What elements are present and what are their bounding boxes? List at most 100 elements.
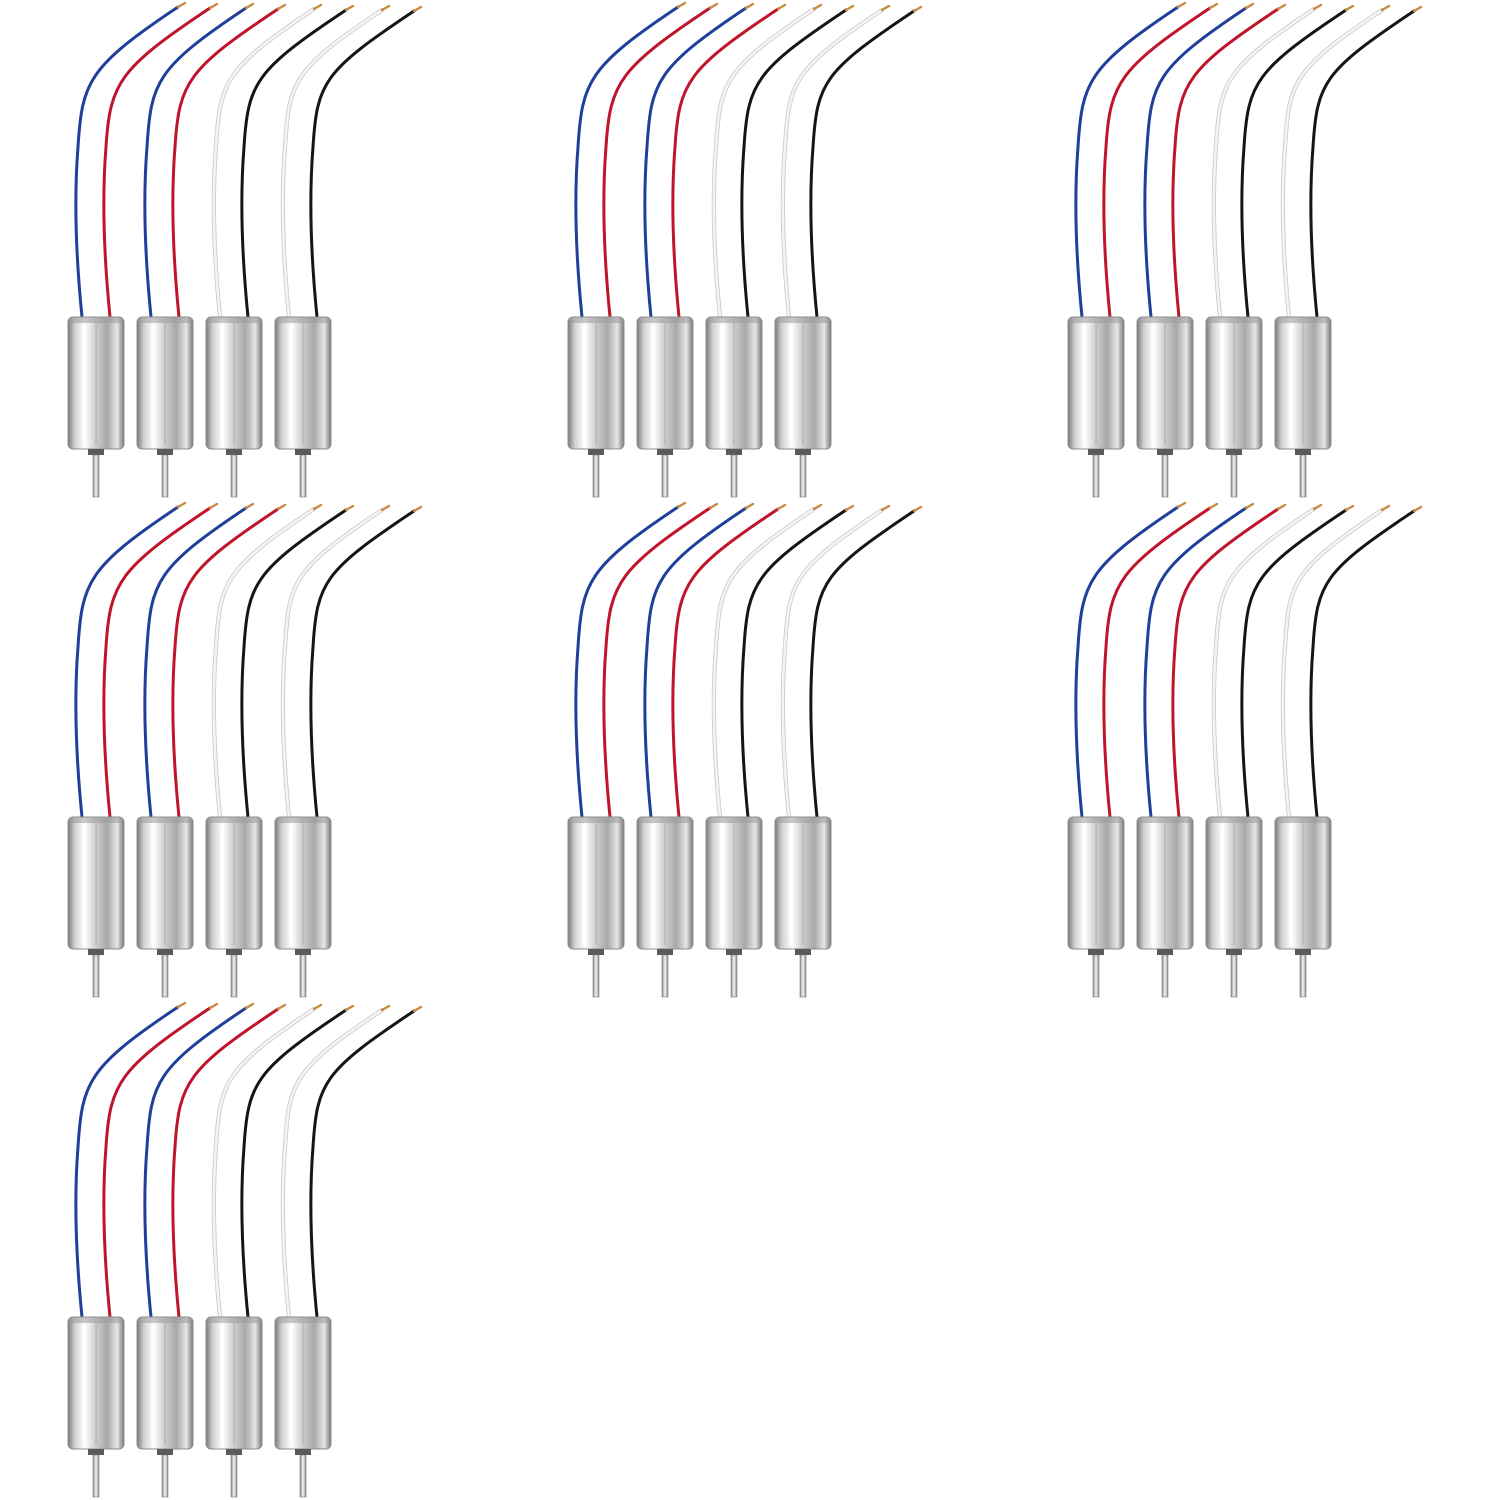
motor-highlight [720,325,724,443]
motor-rim [638,317,692,323]
motor-rim [138,817,192,823]
wire-outline [211,1006,317,1320]
wire-tip [312,3,323,11]
coreless-motor [205,3,355,498]
black-wire [1309,9,1416,319]
wire-tip [1344,504,1355,512]
wire-tip [312,1003,323,1011]
wire-tip [244,2,255,10]
red-wire [1102,506,1212,819]
motor-rim [638,817,692,823]
motor-shaft [1092,954,1100,998]
wire-tip [776,503,787,511]
wire-tip [912,505,923,513]
motor-shaft [1299,954,1307,998]
red-wire [102,6,212,319]
motor-rim [276,817,330,823]
motor-rim [1207,817,1261,823]
blue-wire [643,6,748,319]
motor-shaft [230,954,238,998]
motor-highlight [289,1325,293,1443]
coreless-motor [567,1,719,498]
motor-bearing [226,949,242,955]
wire-tip [912,5,923,13]
wire-tip [412,505,423,513]
wire-tip [1380,504,1391,512]
motor-highlight [1220,325,1224,443]
motor-shaft [799,454,807,498]
red-wire [1171,507,1280,819]
wire-tip [1412,5,1423,13]
motor-highlight [220,825,224,943]
wire-tip [276,1003,287,1011]
wire-tip [1312,503,1323,511]
motor-highlight [220,325,224,443]
coreless-motor [205,1003,355,1498]
white-wire [1281,508,1384,819]
motor-set [1067,501,1423,998]
motor-bearing [226,1449,242,1455]
motor-shaft [1299,454,1307,498]
motor-highlight [289,825,293,943]
motor-highlight [151,825,155,943]
coreless-motor [274,504,423,998]
motor-shaft [592,954,600,998]
black-wire [1240,508,1348,819]
wire-outline [280,507,385,820]
motor-bearing [795,949,811,955]
motor-rim [207,1317,261,1323]
motor-rim [1276,817,1330,823]
motor-set [567,1,923,498]
wire-tip [244,1002,255,1010]
wire-tip [744,502,755,510]
motor-highlight [720,825,724,943]
motor-bearing [295,1449,311,1455]
motor-bearing [726,449,742,455]
motor-highlight [651,825,655,943]
wire-tip [1276,3,1287,11]
blue-wire [143,506,248,819]
motor-highlight [789,825,793,943]
wire-tip [1208,502,1219,510]
motor-bearing [157,1449,173,1455]
black-wire [1240,8,1348,319]
white-wire [212,507,316,819]
motor-bearing [1295,949,1311,955]
motor-highlight [582,825,586,943]
motor-shaft [1092,454,1100,498]
motor-rim [776,317,830,323]
wire-tip [380,504,391,512]
motor-bearing [88,949,104,955]
blue-wire [643,506,748,819]
black-wire [309,1009,416,1319]
motor-highlight [220,1325,224,1443]
white-wire [781,508,884,819]
red-wire [602,6,712,319]
motor-shaft [1230,454,1238,498]
motor-rim [138,317,192,323]
wire-outline [1211,506,1317,820]
black-wire [309,9,416,319]
coreless-motor [274,1004,423,1498]
motor-shaft [299,1454,307,1498]
red-wire [102,1006,212,1319]
wire-tip [276,3,287,11]
motor-bearing [88,1449,104,1455]
blue-wire [74,5,180,319]
wire-outline [1280,507,1385,820]
wire-tip [276,503,287,511]
motor-shaft [92,1454,100,1498]
wire-tip [176,1,187,9]
coreless-motor [274,4,423,498]
motor-bearing [726,949,742,955]
white-wire [1281,8,1384,319]
white-wire [281,8,384,319]
motor-bearing [1226,449,1242,455]
coreless-motor [705,503,855,998]
wire-tip [176,1001,187,1009]
black-wire [240,8,348,319]
motor-set [567,501,923,998]
blue-wire [143,1006,248,1319]
motor-rim [1138,817,1192,823]
